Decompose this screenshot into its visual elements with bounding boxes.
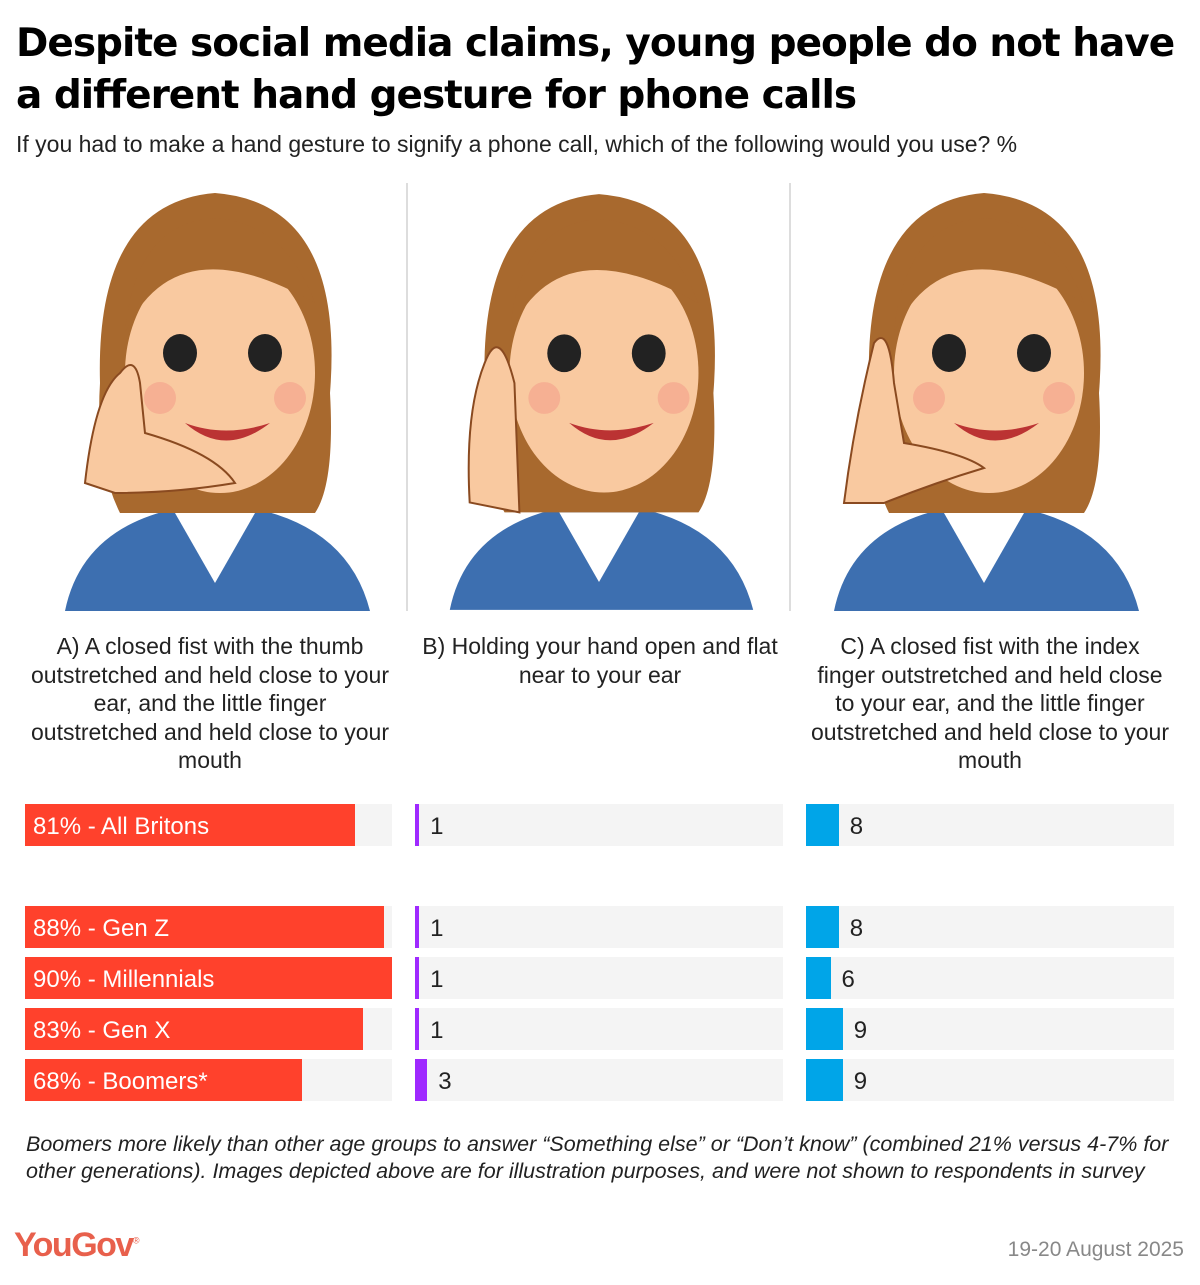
bar-track: 9 xyxy=(806,1008,1174,1050)
data-label: 6 xyxy=(841,966,855,993)
option-b-label: B) Holding your hand open and flat near … xyxy=(422,633,778,688)
bar-boomers--option-c xyxy=(806,1059,843,1101)
data-label: 83% - Gen X xyxy=(33,1017,171,1044)
bar-boomers--option-b xyxy=(415,1059,428,1101)
bar-gen-x-option-b xyxy=(415,1008,420,1050)
data-label: 1 xyxy=(430,1017,444,1044)
bar-millennials-option-a xyxy=(25,957,392,999)
bar-all-britons-option-c xyxy=(806,804,839,846)
bar-gen-z-option-a xyxy=(25,906,384,948)
divider xyxy=(789,183,791,611)
bar-track: 1 xyxy=(415,906,783,948)
data-label: 68% - Boomers* xyxy=(33,1068,208,1095)
data-label: 1 xyxy=(430,813,444,840)
bar-gen-z-option-b xyxy=(415,906,420,948)
illustration-open-hand-gesture xyxy=(410,183,788,611)
bar-millennials-option-b xyxy=(415,957,420,999)
bar-millennials-option-c xyxy=(806,957,831,999)
bar-track: 83% - Gen X xyxy=(25,1008,392,1050)
bar-all-britons-option-a xyxy=(25,804,356,846)
data-label: 1 xyxy=(430,915,444,942)
divider xyxy=(406,183,408,611)
data-label: 3 xyxy=(438,1068,452,1095)
data-label: 8 xyxy=(849,915,864,942)
chart-subtitle: If you had to make a hand gesture to sig… xyxy=(16,131,1018,157)
option-a-label: A) A closed fist with the thumb outstret… xyxy=(30,633,389,773)
bar-track: 8 xyxy=(806,906,1174,948)
bar-track: 1 xyxy=(415,1008,783,1050)
data-label: 81% - All Britons xyxy=(33,813,210,840)
bar-track: 1 xyxy=(415,804,783,846)
data-label: 8 xyxy=(849,813,864,840)
yougov-logo: YouGov® xyxy=(14,1226,140,1264)
bar-gen-x-option-a xyxy=(25,1008,364,1050)
data-label: 1 xyxy=(430,966,444,993)
bar-boomers--option-a xyxy=(25,1059,303,1101)
bar-track: 9 xyxy=(806,1059,1174,1101)
bar-track: 88% - Gen Z xyxy=(25,906,392,948)
bar-track: 6 xyxy=(806,957,1174,999)
bar-gen-x-option-c xyxy=(806,1008,843,1050)
data-label: 88% - Gen Z xyxy=(33,915,170,942)
option-c-label: C) A closed fist with the index finger o… xyxy=(810,633,1169,773)
bar-track: 68% - Boomers* xyxy=(25,1059,392,1101)
bar-track: 81% - All Britons xyxy=(25,804,392,846)
bar-track: 8 xyxy=(806,804,1174,846)
bar-gen-z-option-c xyxy=(806,906,839,948)
data-label: 90% - Millennials xyxy=(33,966,215,993)
illustration-index-pinky-gesture xyxy=(793,183,1175,611)
data-label: 9 xyxy=(853,1017,868,1044)
data-label: 9 xyxy=(853,1068,868,1095)
chart-title: Despite social media claims, young peopl… xyxy=(16,21,1175,118)
illustration-thumb-pinky-gesture xyxy=(25,183,405,611)
footnote: Boomers more likely than other age group… xyxy=(26,1132,1169,1183)
survey-date: 19-20 August 2025 xyxy=(1007,1238,1184,1261)
bar-track: 1 xyxy=(415,957,783,999)
bar-track: 90% - Millennials xyxy=(25,957,392,999)
bar-track: 3 xyxy=(415,1059,783,1101)
bar-all-britons-option-b xyxy=(415,804,420,846)
